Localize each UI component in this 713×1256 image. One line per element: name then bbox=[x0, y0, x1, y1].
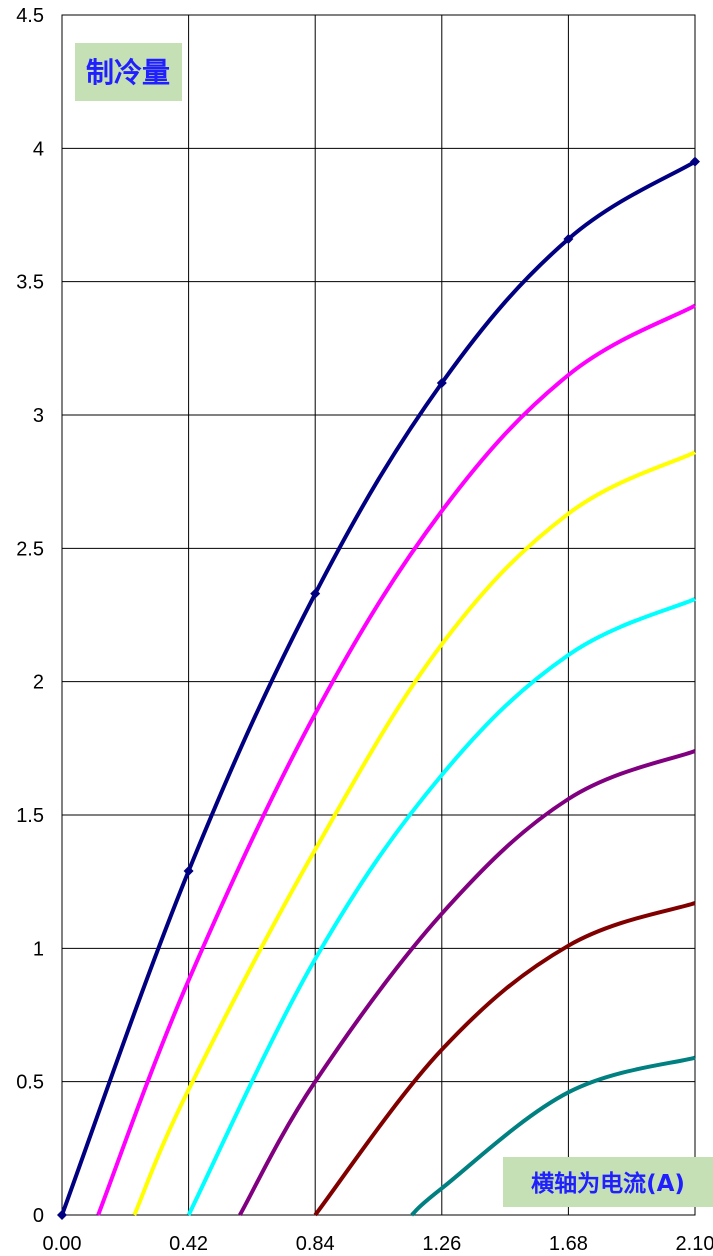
x-axis-title-badge: 横轴为电流(A) bbox=[503, 1157, 713, 1207]
y-tick-label: 2 bbox=[33, 672, 44, 694]
x-axis-title: 横轴为电流(A) bbox=[531, 1170, 685, 1197]
x-tick-label: 0.00 bbox=[43, 1233, 82, 1255]
y-tick-label: 1.5 bbox=[16, 805, 44, 827]
x-tick-label: 0.42 bbox=[169, 1233, 208, 1255]
y-tick-label: 1 bbox=[33, 938, 44, 960]
y-tick-label: 0.5 bbox=[16, 1072, 44, 1094]
series-line-5 bbox=[238, 749, 696, 1216]
plot-frame bbox=[61, 14, 696, 1216]
x-tick-label: 1.68 bbox=[549, 1233, 588, 1255]
y-tick-label: 3 bbox=[33, 405, 44, 427]
series-line-6 bbox=[313, 901, 696, 1217]
series-line-2 bbox=[96, 303, 696, 1216]
x-tick-label: 0.84 bbox=[296, 1233, 335, 1255]
series-marker bbox=[690, 156, 700, 167]
y-tick-label: 0 bbox=[33, 1205, 44, 1227]
series-line-3 bbox=[132, 450, 696, 1216]
series-marker bbox=[310, 588, 321, 599]
x-tick-label: 2.10 bbox=[676, 1233, 713, 1255]
y-axis-title-background bbox=[75, 43, 182, 101]
y-axis-title-badge: 制冷量 bbox=[75, 43, 182, 101]
grid bbox=[61, 14, 696, 1216]
x-tick-label: 1.26 bbox=[422, 1233, 461, 1255]
y-axis-ticks: 0 0.5 1 1.5 2 2.5 3 3.5 4 4.5 bbox=[16, 5, 44, 1227]
series-marker bbox=[57, 1210, 67, 1220]
series-marker bbox=[563, 234, 574, 244]
series-line-7 bbox=[410, 1055, 696, 1217]
y-tick-label: 4.5 bbox=[16, 5, 44, 27]
y-tick-label: 3.5 bbox=[16, 272, 44, 294]
series-layer bbox=[57, 156, 700, 1220]
y-tick-label: 2.5 bbox=[16, 538, 44, 560]
y-tick-label: 4 bbox=[33, 138, 44, 160]
x-axis-ticks: 0.00 0.42 0.84 1.26 1.68 2.10 bbox=[43, 1233, 713, 1255]
series-marker bbox=[436, 378, 447, 388]
series-line-4 bbox=[186, 597, 696, 1216]
y-axis-title: 制冷量 bbox=[86, 56, 170, 89]
x-axis-title-background bbox=[503, 1157, 713, 1207]
series-marker bbox=[183, 866, 194, 876]
